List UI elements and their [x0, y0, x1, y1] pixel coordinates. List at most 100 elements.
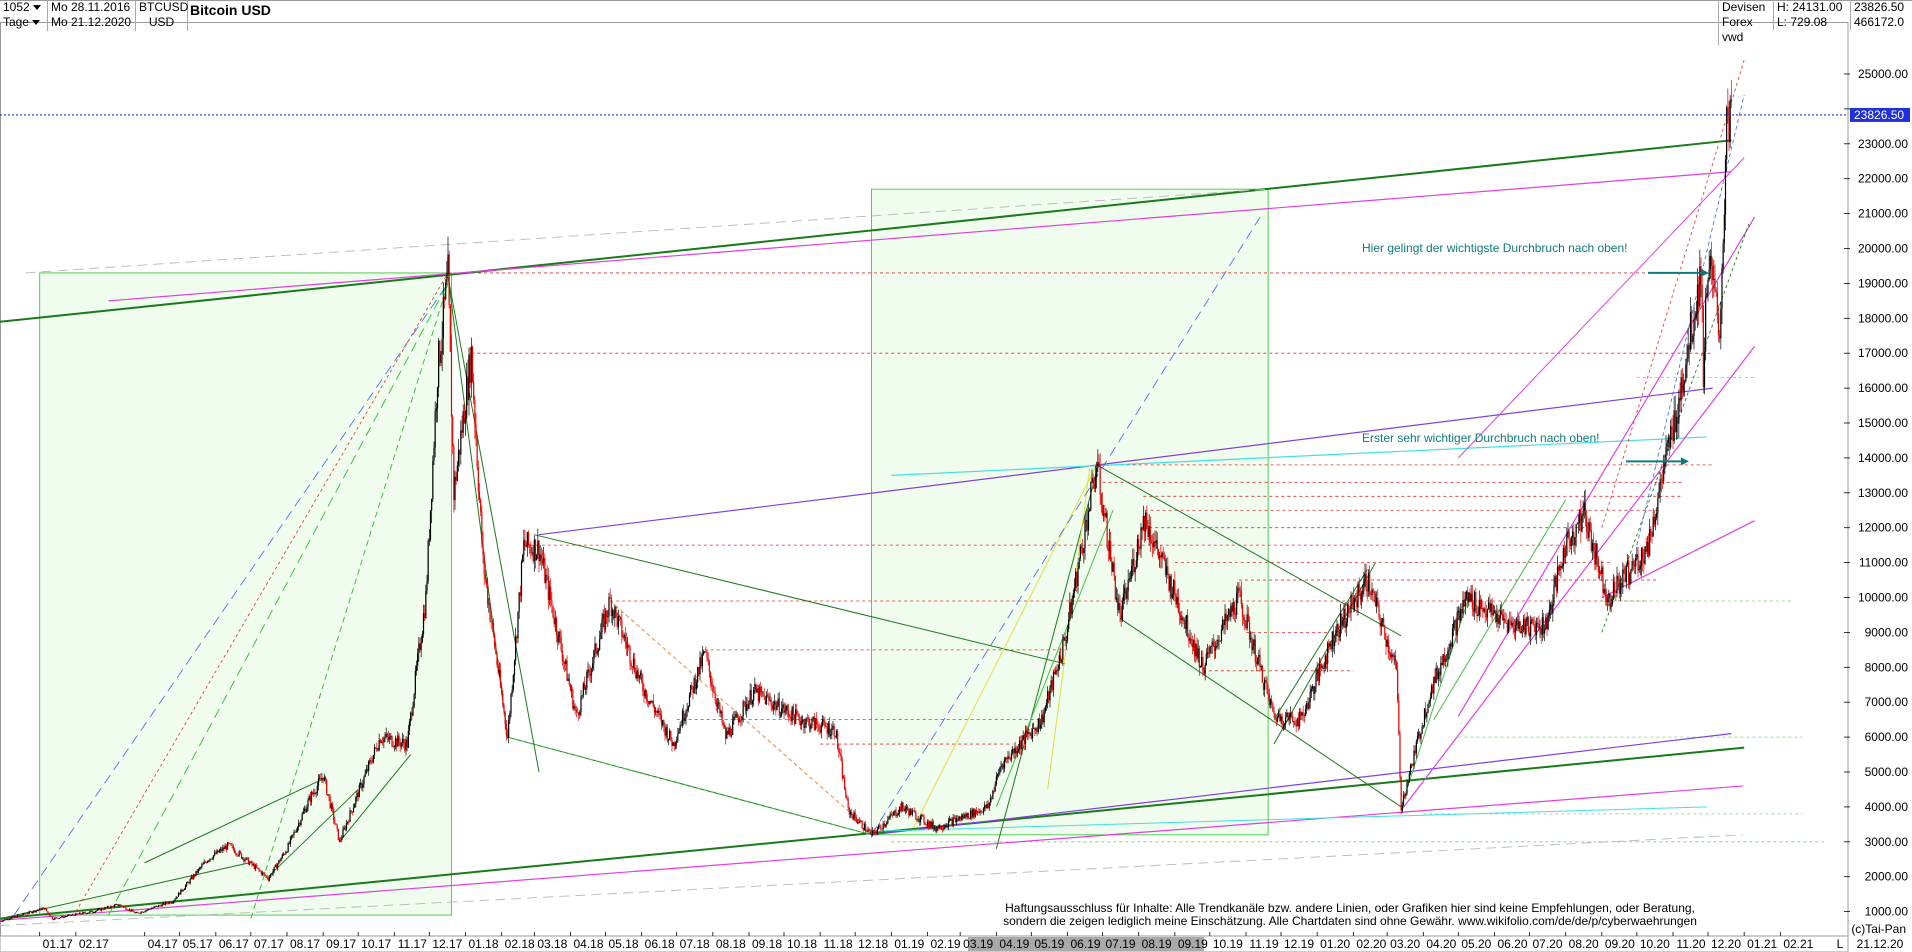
candle: [806, 713, 808, 723]
candle-body: [911, 810, 913, 815]
symbol-box[interactable]: BTCUSD USD: [136, 0, 188, 31]
candle-body: [473, 381, 475, 400]
candle-body: [735, 713, 737, 717]
code-box[interactable]: 1052 Tage: [0, 0, 48, 31]
candle: [16, 914, 19, 918]
candle: [62, 915, 64, 919]
candle: [32, 911, 34, 914]
candle: [1497, 608, 1499, 633]
date-to[interactable]: Mo 21.12.2020: [51, 15, 132, 29]
candle-body: [1560, 565, 1562, 569]
candle: [817, 720, 819, 732]
candle: [504, 710, 506, 730]
candle: [1420, 733, 1422, 744]
candle: [1175, 593, 1177, 608]
candle: [172, 901, 174, 904]
candle: [737, 715, 740, 726]
candle-body: [1148, 526, 1150, 537]
candle-body: [249, 862, 251, 865]
candle-body: [708, 660, 710, 672]
candle: [107, 905, 110, 909]
date-range[interactable]: Mo 28.11.2016 Mo 21.12.2020: [48, 0, 136, 31]
candle-body: [75, 913, 77, 916]
candle: [1362, 584, 1364, 603]
candle-body: [1679, 397, 1681, 401]
candle-body: [1391, 654, 1393, 658]
candle: [508, 715, 510, 744]
candle: [14, 915, 16, 918]
candle-body: [33, 910, 35, 913]
candle: [299, 821, 301, 827]
candle: [1125, 582, 1127, 600]
candle: [1528, 626, 1531, 640]
candle-body: [1552, 602, 1554, 614]
candle: [915, 810, 917, 821]
candle-body: [988, 802, 990, 808]
candle: [687, 705, 689, 713]
date-from[interactable]: Mo 28.11.2016: [51, 0, 131, 14]
candle: [496, 651, 498, 668]
candle: [536, 553, 538, 561]
candle-body: [204, 861, 206, 863]
candle: [587, 662, 589, 678]
candle: [130, 909, 132, 913]
candle-body: [662, 720, 664, 725]
candle-body: [1600, 571, 1602, 574]
candle: [916, 818, 918, 823]
candle-body: [561, 650, 563, 662]
candle-body: [1632, 561, 1634, 564]
candle-body: [1668, 436, 1671, 448]
candle: [160, 904, 162, 907]
period-select[interactable]: Tage: [3, 15, 44, 30]
chevron-down-icon[interactable]: [32, 20, 41, 26]
candle-body: [585, 688, 587, 690]
candle-body: [62, 916, 64, 918]
candle: [1189, 629, 1191, 644]
candle: [653, 704, 656, 718]
candle-body: [22, 913, 24, 915]
candle: [149, 908, 152, 910]
code-select[interactable]: 1052: [3, 0, 44, 15]
candle-body: [1026, 731, 1028, 734]
candle: [1148, 514, 1150, 546]
candle-body: [295, 831, 297, 833]
candle: [1553, 574, 1555, 607]
candle-body: [167, 903, 169, 905]
candle-body: [1229, 609, 1231, 618]
candle: [523, 529, 525, 563]
candle: [590, 667, 593, 683]
candle: [1346, 602, 1349, 627]
candle-body: [186, 882, 188, 886]
candle: [1479, 595, 1482, 618]
candle: [1603, 583, 1605, 595]
candle: [847, 796, 849, 811]
candle: [1378, 602, 1380, 621]
candle: [1535, 617, 1538, 644]
candle-body: [194, 874, 196, 876]
candle: [1313, 685, 1315, 701]
candle-body: [21, 914, 23, 916]
candle: [919, 814, 922, 826]
candle: [1057, 664, 1059, 678]
candle: [1584, 489, 1587, 527]
candle: [827, 721, 829, 738]
chevron-down-icon[interactable]: [32, 5, 41, 11]
candle: [1572, 525, 1574, 546]
candle-body: [1658, 491, 1660, 499]
candle-body: [50, 916, 52, 918]
candle: [1383, 613, 1385, 628]
candle: [477, 460, 479, 501]
candle-body: [659, 713, 661, 716]
candle-body: [481, 511, 483, 544]
candle-body: [102, 908, 104, 910]
candle: [106, 905, 108, 909]
candle: [963, 812, 965, 820]
candle-body: [628, 645, 630, 647]
arrow-first-breakout-head: [1681, 457, 1689, 466]
candle: [925, 824, 927, 827]
candle: [1259, 647, 1261, 672]
candle: [589, 666, 591, 683]
candle: [501, 681, 503, 695]
candle: [562, 654, 565, 671]
candle-body: [551, 600, 553, 606]
